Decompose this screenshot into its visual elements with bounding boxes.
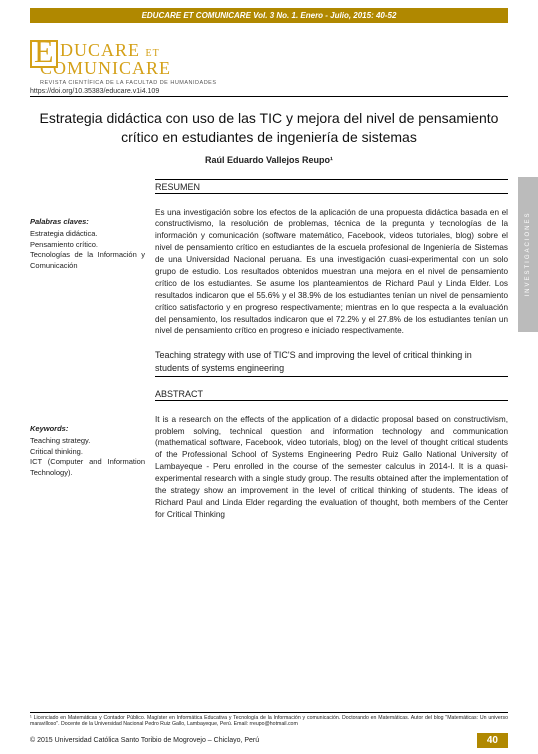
logo-line2: COMUNICARE <box>40 59 270 79</box>
keywords-en-title: Keywords: <box>30 424 145 435</box>
keywords-en-text: Teaching strategy. Critical thinking. IC… <box>30 436 145 477</box>
doi-link[interactable]: https://doi.org/10.35383/educare.v1i4.10… <box>30 88 508 97</box>
resumen-heading: RESUMEN <box>155 179 508 194</box>
journal-header: EDUCARE ET COMUNICARE Vol. 3 No. 1. Ener… <box>30 8 508 23</box>
logo-letter-e: E <box>34 33 54 70</box>
resumen-text: Es una investigación sobre los efectos d… <box>155 207 508 338</box>
keywords-es-text: Estrategia didáctica. Pensamiento crític… <box>30 229 145 270</box>
keywords-es-block: Palabras claves: Estrategia didáctica. P… <box>30 207 145 338</box>
side-tab-label: INVESTIGACIONES <box>525 179 531 329</box>
author-footnote: ¹ Licenciado en Matemáticas y Contador P… <box>30 712 508 729</box>
keywords-en-block: Keywords: Teaching strategy. Critical th… <box>30 414 145 521</box>
logo-word-educare: DUCARE <box>60 40 140 60</box>
keywords-es-title: Palabras claves: <box>30 217 145 228</box>
logo-line1: DUCARE ET <box>60 35 270 59</box>
logo-subtitle: REVISTA CIENTÍFICA DE LA FACULTAD DE HUM… <box>40 80 270 86</box>
english-title: Teaching strategy with use of TIC'S and … <box>155 347 508 376</box>
section-side-tab: INVESTIGACIONES <box>518 177 538 332</box>
article-title: Estrategia didáctica con uso de las TIC … <box>35 109 503 147</box>
journal-logo: E DUCARE ET COMUNICARE REVISTA CIENTÍFIC… <box>30 35 270 86</box>
abstract-text: It is a research on the effects of the a… <box>155 414 508 521</box>
copyright-text: © 2015 Universidad Católica Santo Toribi… <box>30 737 259 744</box>
author-name: Raúl Eduardo Vallejos Reupo¹ <box>0 155 538 165</box>
abstract-heading: ABSTRACT <box>155 389 508 401</box>
